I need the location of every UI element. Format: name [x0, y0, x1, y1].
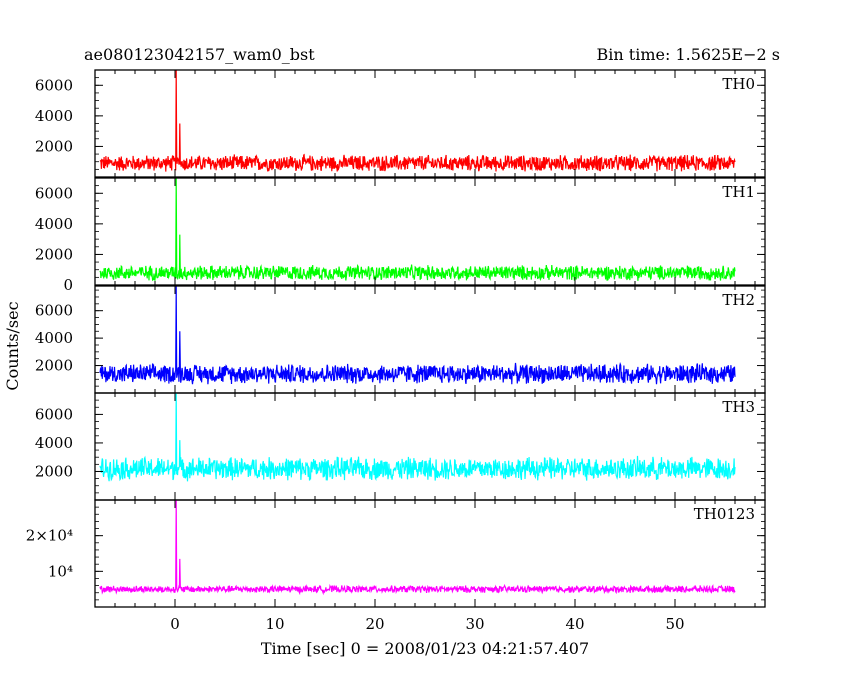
y-tick-label: 2×10⁴: [26, 527, 73, 545]
panel-th2: 2000 4000 6000 TH2: [35, 285, 766, 394]
x-tick-label: 0: [170, 615, 180, 633]
panel-frame: [94, 499, 766, 608]
y-tick-label: 6000: [35, 76, 73, 94]
y-tick-label: 4000: [35, 434, 73, 452]
panels-group: 2000 4000 6000 TH0 0 2000 4000 6000 TH1 2000 4000 6…: [26, 69, 766, 608]
y-tick-label: 6000: [35, 405, 73, 423]
panel-th0123: 10⁴ 2×10⁴ TH0123: [26, 499, 766, 608]
panel-frame: [94, 392, 766, 501]
chart-title: ae080123042157_wam0_bst: [84, 45, 315, 64]
panel-label-th0: TH0: [722, 75, 755, 93]
x-axis-tick-labels: 0 10 20 30 40 50: [170, 615, 684, 633]
panel-th0: 2000 4000 6000 TH0: [35, 69, 766, 178]
y-tick-label: 4000: [35, 329, 73, 347]
x-tick-label: 20: [365, 615, 384, 633]
y-tick-label: 6000: [35, 184, 73, 202]
y-tick-label: 2000: [35, 137, 73, 155]
series-line-th0123: [99, 500, 736, 596]
bin-time-label: Bin time: 1.5625E−2 s: [597, 45, 780, 64]
series-line-th3: [99, 393, 736, 482]
series-line-th2: [99, 286, 736, 385]
panel-label-th1: TH1: [722, 183, 755, 201]
panel-th3: 2000 4000 6000 TH3: [35, 392, 766, 501]
y-tick-label: 10⁴: [48, 562, 73, 580]
y-tick-label: 2000: [35, 245, 73, 263]
y-axis-title: Counts/sec: [3, 301, 22, 390]
panel-label-th3: TH3: [722, 398, 755, 416]
panel-label-th2: TH2: [722, 291, 755, 309]
series-line-th0: [99, 70, 736, 172]
x-axis-title: Time [sec] 0 = 2008/01/23 04:21:57.407: [261, 639, 589, 658]
y-tick-label: 2000: [35, 357, 73, 375]
y-tick-label: 2000: [35, 462, 73, 480]
y-tick-label: 6000: [35, 302, 73, 320]
series-line-th1: [99, 178, 736, 282]
y-tick-label: 0: [63, 276, 73, 294]
x-tick-label: 40: [565, 615, 584, 633]
y-tick-label: 4000: [35, 215, 73, 233]
y-tick-label: 4000: [35, 107, 73, 125]
x-tick-label: 30: [465, 615, 484, 633]
x-tick-label: 50: [665, 615, 684, 633]
panel-th1: 0 2000 4000 6000 TH1: [35, 177, 766, 294]
panel-label-th0123: TH0123: [694, 505, 755, 523]
x-tick-label: 10: [265, 615, 284, 633]
